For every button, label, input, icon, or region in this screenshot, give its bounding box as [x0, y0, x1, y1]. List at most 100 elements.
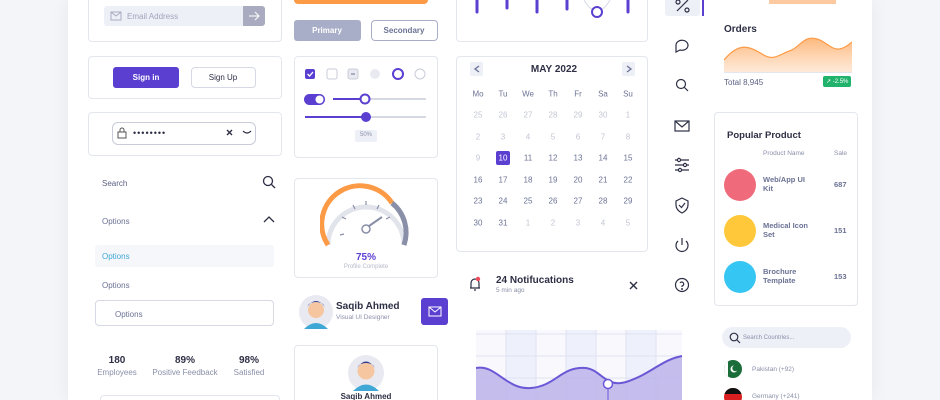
- slider-value: 50%: [359, 132, 373, 138]
- option-box[interactable]: [95, 300, 274, 326]
- calendar-day[interactable]: 27: [523, 110, 533, 120]
- option-item[interactable]: Options: [102, 281, 130, 290]
- calendar-day[interactable]: 30: [473, 218, 483, 228]
- calendar-day[interactable]: 26: [498, 110, 508, 120]
- chevron-up: [263, 216, 275, 223]
- orders-change: ↗ -2.5%: [826, 79, 849, 85]
- calendar-day[interactable]: 3: [500, 132, 506, 142]
- calendar-day[interactable]: 14: [598, 153, 608, 163]
- weekday: Tu: [498, 89, 508, 99]
- product-name: Brochure Template: [763, 267, 797, 285]
- avatar: [299, 295, 333, 329]
- notification-time: 5 min ago: [496, 287, 525, 294]
- calendar-day[interactable]: 22: [623, 175, 633, 185]
- calendar-day[interactable]: 2: [475, 132, 481, 142]
- search-icon[interactable]: [262, 175, 276, 189]
- lock-icon: [117, 127, 127, 139]
- calendar-day[interactable]: 2: [550, 218, 556, 228]
- calendar-card: [456, 56, 648, 252]
- calendar-day[interactable]: 5: [550, 132, 556, 142]
- accordion-header[interactable]: Options: [102, 217, 130, 226]
- country-search[interactable]: [722, 327, 851, 348]
- profile-name: Saqib Ahmed: [336, 301, 400, 312]
- weekday: Sa: [598, 89, 608, 99]
- orders-chart-decor: [724, 37, 852, 73]
- calendar-day[interactable]: 6: [575, 132, 581, 142]
- calendar-day[interactable]: 1: [625, 110, 631, 120]
- sign-in-button[interactable]: [113, 67, 179, 88]
- nav-icons[interactable]: [672, 0, 694, 300]
- calendar-day[interactable]: 31: [498, 218, 508, 228]
- calendar-title: MAY 2022: [530, 64, 578, 75]
- calendar-day[interactable]: 1: [525, 218, 531, 228]
- stat-value: 180: [108, 355, 126, 366]
- calendar-day[interactable]: 12: [548, 153, 558, 163]
- calendar-day[interactable]: 24: [498, 196, 508, 206]
- prev-month[interactable]: [470, 62, 483, 76]
- calendar-day[interactable]: 21: [598, 175, 608, 185]
- sign-up-button[interactable]: [191, 67, 256, 88]
- secondary-button[interactable]: [371, 20, 438, 41]
- orange-button[interactable]: [294, 0, 428, 4]
- calendar-day[interactable]: 7: [600, 132, 606, 142]
- products-title: Popular Product: [727, 130, 801, 141]
- calendar-day[interactable]: 26: [548, 196, 558, 206]
- calendar-day[interactable]: 16: [473, 175, 483, 185]
- product-icon: [724, 215, 756, 247]
- weekday: Mo: [472, 89, 484, 99]
- form-controls[interactable]: [300, 65, 432, 147]
- calendar-day[interactable]: 28: [598, 196, 608, 206]
- calendar-day[interactable]: 4: [600, 218, 606, 228]
- calendar-day[interactable]: 28: [548, 110, 558, 120]
- close-icon[interactable]: [629, 281, 638, 290]
- mail-icon: [110, 11, 122, 21]
- email-input[interactable]: [104, 6, 243, 26]
- clear-and-toggle-icons: [226, 129, 252, 136]
- product-icon: [724, 169, 756, 201]
- calendar-day[interactable]: 4: [525, 132, 531, 142]
- calendar-day[interactable]: 9: [475, 153, 481, 163]
- calendar-day[interactable]: 27: [573, 196, 583, 206]
- search-input-text[interactable]: Search: [102, 179, 128, 188]
- calendar-day[interactable]: 25: [473, 110, 483, 120]
- orders-title: Orders: [724, 24, 757, 35]
- country-item[interactable]: Pakistan (+92): [752, 366, 795, 373]
- calendar-day[interactable]: 11: [523, 153, 533, 163]
- calendar-day[interactable]: 3: [575, 218, 581, 228]
- calendar-day[interactable]: 13: [573, 153, 583, 163]
- calendar-day[interactable]: 19: [548, 175, 558, 185]
- calendar-day[interactable]: 15: [623, 153, 633, 163]
- active-nav[interactable]: [665, 0, 700, 16]
- weekday: Fr: [574, 89, 582, 99]
- password-input[interactable]: [112, 122, 256, 145]
- calendar-day[interactable]: 29: [573, 110, 583, 120]
- profile-role: Visual UI Designer: [336, 314, 390, 321]
- flags: [724, 360, 742, 400]
- calendar-day[interactable]: 23: [473, 196, 483, 206]
- chevron-right: [626, 65, 633, 73]
- country-item[interactable]: Germany (+241): [752, 393, 800, 400]
- calendar-day[interactable]: 17: [498, 175, 508, 185]
- calendar-day[interactable]: 10: [498, 153, 508, 163]
- next-month[interactable]: [622, 62, 635, 76]
- calendar-day[interactable]: 25: [523, 196, 533, 206]
- calendar-day[interactable]: 5: [625, 218, 631, 228]
- calendar-day[interactable]: 18: [523, 175, 533, 185]
- option-item[interactable]: Options: [102, 252, 130, 261]
- option-highlight: [95, 245, 274, 267]
- calendar-day[interactable]: 8: [625, 132, 631, 142]
- calendar-day[interactable]: 30: [598, 110, 608, 120]
- primary-button[interactable]: [294, 20, 361, 41]
- notification-title: 24 Notifucations: [496, 275, 574, 286]
- bell-icon[interactable]: [467, 276, 483, 292]
- arrow-icon: [249, 11, 260, 21]
- product-sale: 153: [834, 272, 847, 281]
- avatar: [348, 355, 384, 391]
- search-icon: [729, 332, 741, 344]
- product-name: Web/App UI Kit: [763, 175, 805, 193]
- calendar-day[interactable]: 29: [623, 196, 633, 206]
- product-sale: 687: [834, 180, 847, 189]
- calendar-day[interactable]: 20: [573, 175, 583, 185]
- option-item: Options: [115, 310, 143, 319]
- selected-day[interactable]: [496, 151, 510, 165]
